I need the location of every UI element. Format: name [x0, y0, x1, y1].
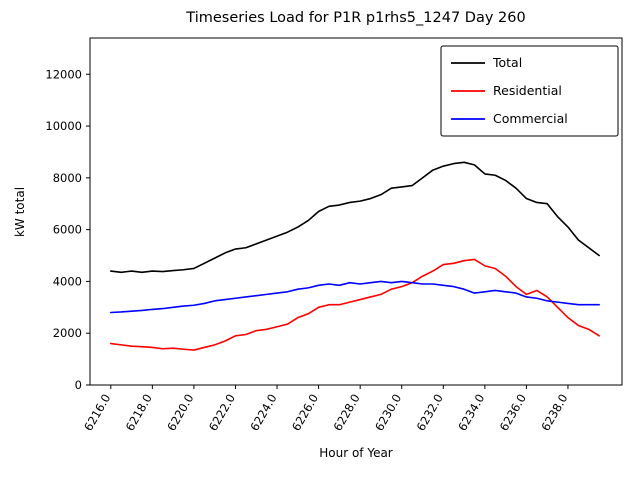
x-tick-label: 6228.0 [331, 392, 363, 434]
legend-label-residential: Residential [493, 83, 562, 98]
legend-box [440, 45, 619, 137]
y-tick-label: 4000 [53, 274, 82, 288]
y-tick-label: 6000 [53, 223, 82, 237]
y-tick-label: 12000 [45, 67, 82, 81]
x-tick-label: 6234.0 [455, 392, 487, 434]
x-tick-label: 6230.0 [372, 392, 404, 434]
x-tick-label: 6238.0 [538, 392, 570, 434]
y-axis-label: kW total [13, 187, 27, 237]
y-tick-label: 8000 [53, 171, 82, 185]
series-line-residential [109, 258, 600, 351]
x-tick-label: 6232.0 [414, 392, 446, 434]
x-tick-label: 6224.0 [247, 392, 279, 434]
legend-label-commercial: Commercial [493, 111, 568, 126]
x-tick-label: 6220.0 [164, 392, 196, 434]
series-line-total [109, 161, 600, 274]
x-axis-label: Hour of Year [319, 446, 393, 460]
plot-area [89, 37, 623, 386]
x-tick-label: 6222.0 [206, 392, 238, 434]
x-tick-label: 6226.0 [289, 392, 321, 434]
legend: Total Residential Commercial [440, 45, 619, 137]
x-tick-label: 6236.0 [497, 392, 529, 434]
series-line-commercial [109, 280, 600, 314]
x-tick-label: 6218.0 [123, 392, 155, 434]
y-tick-label: 2000 [53, 326, 82, 340]
series-lines-layer [109, 161, 600, 351]
y-tick-label: 0 [75, 378, 82, 392]
x-tick-label: 6216.0 [81, 392, 113, 434]
chart-title: Timeseries Load for P1R p1rhs5_1247 Day … [185, 10, 525, 26]
legend-label-total: Total [492, 55, 522, 70]
y-tick-label: 10000 [45, 119, 82, 133]
